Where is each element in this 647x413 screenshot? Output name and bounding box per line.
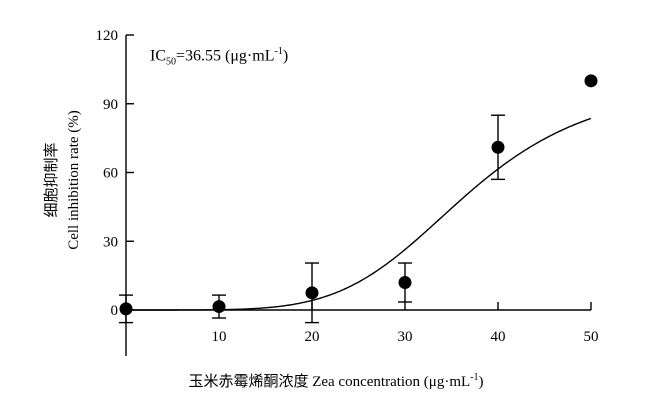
y-tick-label-4: 120 [96, 28, 119, 44]
ic50-sub: 50 [166, 56, 176, 68]
ic50-annotation: IC50=36.55 (μg·mL-1) [150, 46, 288, 68]
y-tick-label-3: 90 [103, 97, 118, 113]
y-tick-label-2: 60 [103, 166, 118, 182]
x-tick-label-2: 30 [398, 329, 413, 345]
y-axis-label-en: Cell inhibition rate (%) [66, 110, 82, 250]
x-tick-label-3: 40 [491, 329, 506, 345]
x-axis-label-tail: ) [478, 374, 484, 390]
axes [125, 35, 591, 356]
data-point-4 [491, 140, 505, 154]
data-point-0 [119, 302, 133, 316]
x-axis-label: 玉米赤霉烯酮浓度 Zea concentration (μg·mL-1) [0, 370, 647, 391]
y-axis-label-cn: 细胞抑制率 [43, 142, 60, 217]
x-tick-label-1: 20 [305, 329, 320, 345]
data-point-1 [212, 300, 226, 314]
data-point-2 [305, 286, 319, 300]
ic50-value: =36.55 (μg·mL [176, 47, 275, 65]
ic50-sup: -1 [274, 46, 283, 57]
x-axis-label-text: 玉米赤霉烯酮浓度 Zea concentration (μg·mL [188, 374, 471, 390]
ic50-prefix: IC [150, 47, 166, 65]
fit-curve [126, 117, 592, 311]
ic50-suffix: ) [282, 47, 289, 65]
y-tick-label-0: 0 [111, 303, 119, 319]
x-tick-label-0: 10 [212, 329, 227, 345]
y-tick-label-1: 30 [103, 234, 118, 250]
ticks: 0 30 60 90 120 10 20 30 40 50 [96, 28, 599, 345]
data-point-5 [584, 74, 598, 88]
x-tick-label-4: 50 [584, 329, 599, 345]
data-point-3 [398, 276, 412, 289]
x-axis-label-sup: -1 [470, 372, 479, 383]
data-points [119, 74, 598, 316]
